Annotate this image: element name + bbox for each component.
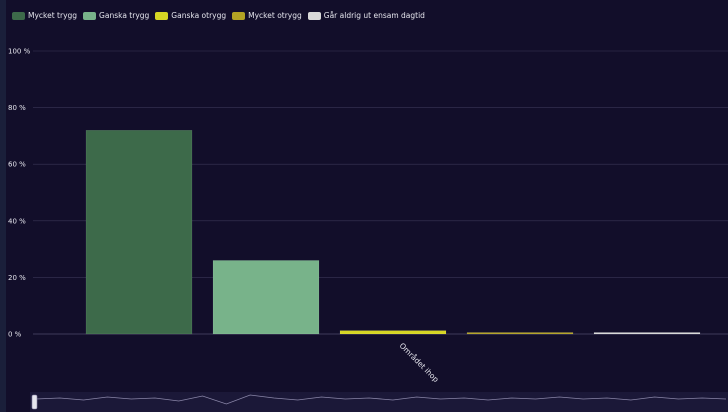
bar-1[interactable] — [85, 129, 193, 335]
y-tick-label: 60 % — [8, 161, 26, 169]
navigator-handle[interactable] — [31, 394, 38, 410]
legend-item-ganska-trygg[interactable]: Ganska trygg — [83, 11, 149, 20]
left-edge-strip — [0, 0, 6, 412]
navigator-series-line — [35, 394, 727, 405]
legend-label-ganska-trygg: Ganska trygg — [99, 11, 150, 20]
legend-item-ganska-otrygg[interactable]: Ganska otrygg — [155, 11, 226, 20]
legend-item-gar-aldrig-ut[interactable]: Går aldrig ut ensam dagtid — [307, 11, 425, 20]
legend-label-ganska-otrygg: Ganska otrygg — [171, 11, 227, 20]
navigator[interactable] — [30, 392, 728, 412]
bar-2[interactable] — [212, 260, 320, 335]
legend-item-mycket-otrygg[interactable]: Mycket otrygg — [232, 11, 302, 20]
y-tick-label: 100 % — [8, 48, 31, 56]
legend-swatch-gar-aldrig-ut — [307, 11, 321, 20]
y-tick-label: 20 % — [8, 274, 26, 282]
bars-layer — [85, 129, 701, 335]
legend-swatch-ganska-otrygg — [155, 11, 169, 20]
y-tick-label: 0 % — [8, 331, 22, 339]
legend-item-mycket-trygg[interactable]: Mycket trygg — [12, 11, 77, 20]
bar-4[interactable] — [466, 332, 574, 335]
y-tick-label: 40 % — [8, 217, 26, 225]
legend-swatch-ganska-trygg — [83, 11, 97, 20]
y-tick-label: 80 % — [8, 104, 26, 112]
bar-5[interactable] — [593, 332, 701, 335]
bar-3[interactable] — [339, 330, 447, 335]
legend-label-gar-aldrig-ut: Går aldrig ut ensam dagtid — [323, 11, 425, 20]
x-category-label: Området ihop — [398, 341, 441, 384]
legend-label-mycket-trygg: Mycket trygg — [28, 11, 78, 20]
legend-swatch-mycket-otrygg — [232, 11, 246, 20]
navigator-track — [30, 392, 728, 412]
chart-legend: Mycket trygg Ganska trygg Ganska otrygg … — [12, 11, 425, 20]
legend-label-mycket-otrygg: Mycket otrygg — [248, 11, 302, 20]
legend-swatch-mycket-trygg — [12, 11, 25, 20]
